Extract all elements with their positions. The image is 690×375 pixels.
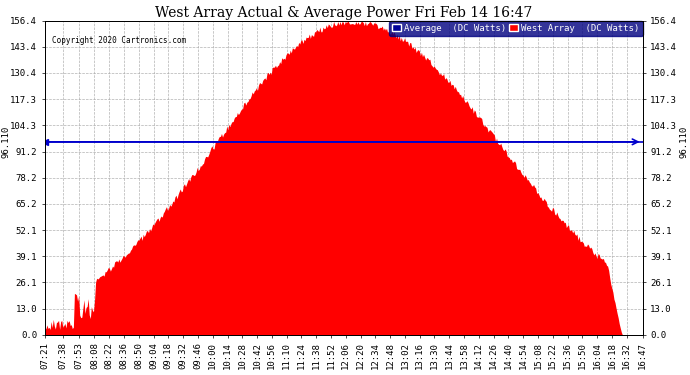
Text: Copyright 2020 Cartronics.com: Copyright 2020 Cartronics.com	[52, 36, 186, 45]
Title: West Array Actual & Average Power Fri Feb 14 16:47: West Array Actual & Average Power Fri Fe…	[155, 6, 533, 20]
Legend: Average  (DC Watts), West Array  (DC Watts): Average (DC Watts), West Array (DC Watts…	[388, 21, 642, 36]
Text: 96.110: 96.110	[1, 126, 10, 158]
Text: 96.110: 96.110	[680, 126, 689, 158]
